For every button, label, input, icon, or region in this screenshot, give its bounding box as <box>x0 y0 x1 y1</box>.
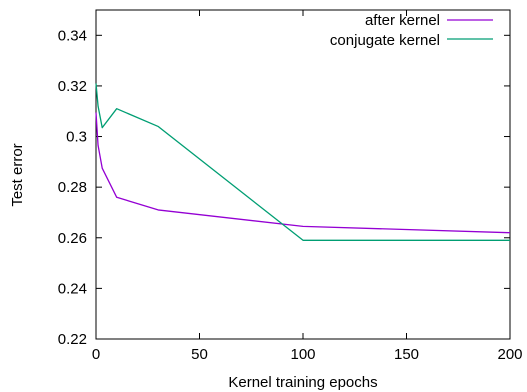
legend-label-after-kernel: after kernel <box>365 12 440 29</box>
x-tick-label: 200 <box>497 346 522 363</box>
y-axis-label: Test error <box>9 143 26 206</box>
x-tick-label: 50 <box>191 346 208 363</box>
x-tick-label: 0 <box>92 346 100 363</box>
y-tick-label: 0.26 <box>58 230 87 247</box>
series-lines <box>95 83 511 241</box>
y-tick-label: 0.24 <box>58 280 87 297</box>
y-tick-label: 0.32 <box>58 78 87 95</box>
x-tick-label: 100 <box>290 346 315 363</box>
series-line-after-kernel <box>95 112 511 234</box>
plot-frame <box>95 9 511 340</box>
axis-ticks: 0.22 0.24 0.26 0.28 0.3 0.32 0.34 0 50 100 150 200 <box>58 10 523 363</box>
y-tick-label: 0.3 <box>66 129 87 146</box>
legend-label-conjugate-kernel: conjugate kernel <box>330 32 440 49</box>
y-tick-label: 0.22 <box>58 331 87 348</box>
x-axis-label: Kernel training epochs <box>228 374 377 391</box>
series-line-conjugate-kernel <box>95 83 510 241</box>
y-tick-label: 0.34 <box>58 27 87 44</box>
legend: after kernel conjugate kernel <box>330 12 493 49</box>
x-tick-label: 150 <box>394 346 419 363</box>
y-tick-label: 0.28 <box>58 179 87 196</box>
